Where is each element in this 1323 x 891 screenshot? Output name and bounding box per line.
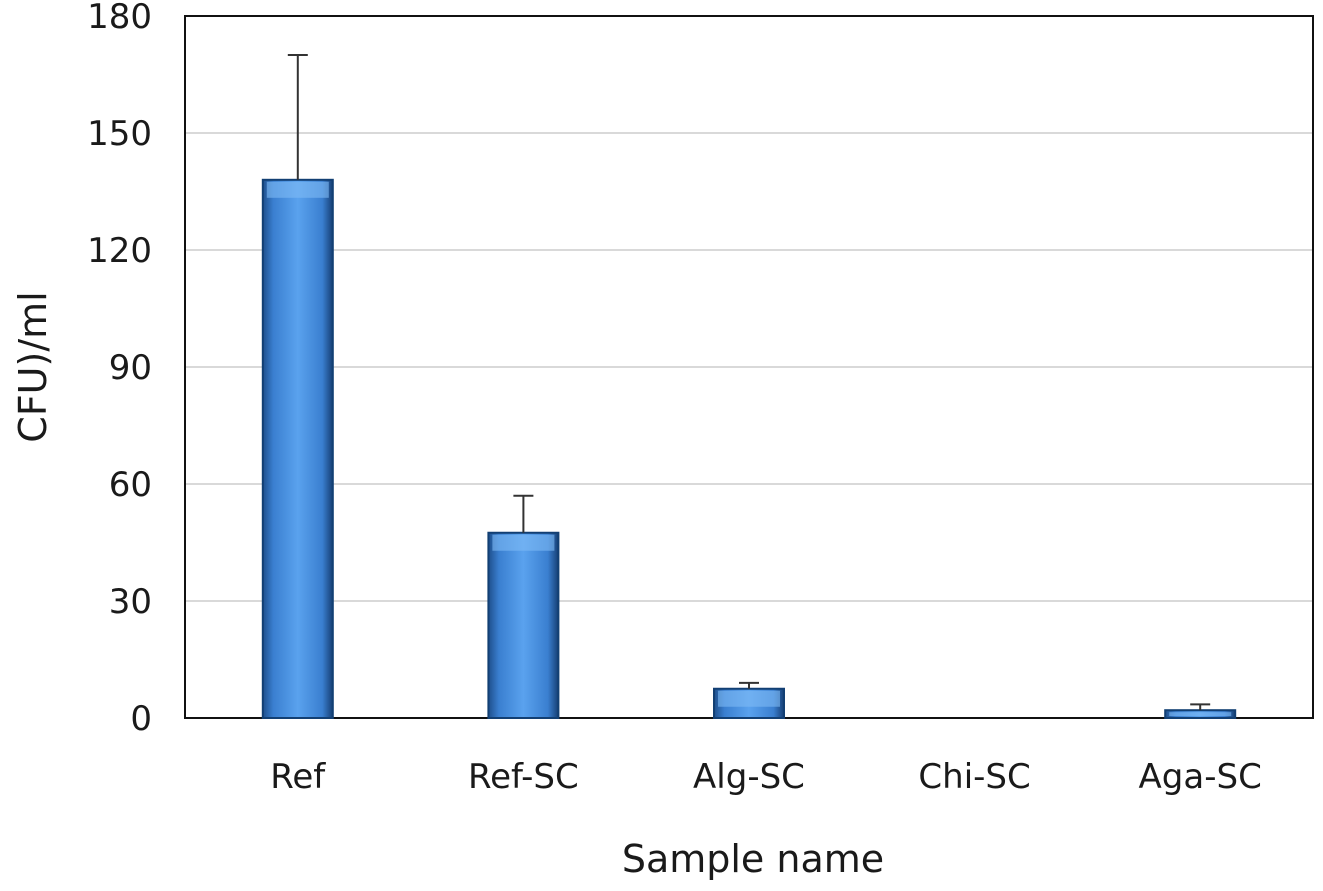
x-category-label: Alg-SC (693, 757, 805, 797)
x-category-label: Ref-SC (468, 757, 579, 797)
y-tick-label: 120 (87, 231, 152, 271)
x-category-label: Ref (270, 757, 326, 797)
x-category-label: Chi-SC (918, 757, 1030, 797)
error-bars (287, 54, 1211, 711)
x-axis-categories: Ref Ref-SC Alg-SC Chi-SC Aga-SC (270, 757, 1262, 797)
y-tick-label: 150 (87, 114, 152, 154)
y-axis-title: CFU)/ml (11, 291, 55, 442)
x-category-label: Aga-SC (1139, 757, 1262, 797)
y-axis-ticks: 0 30 60 90 120 150 180 (87, 0, 152, 739)
bar-bevel (1169, 712, 1232, 716)
y-tick-label: 0 (130, 699, 152, 739)
bar-bevel (266, 181, 329, 198)
bar-bevel (718, 690, 780, 707)
y-tick-label: 90 (109, 348, 152, 388)
y-tick-label: 180 (87, 0, 152, 37)
bars (261, 178, 1237, 720)
y-tick-label: 60 (109, 465, 152, 505)
bar-bevel (492, 534, 555, 551)
x-axis-title: Sample name (622, 837, 884, 881)
bar-ref (261, 178, 334, 720)
y-tick-label: 30 (109, 582, 152, 622)
gridlines (185, 132, 1313, 602)
bar-ref-sc (487, 531, 560, 719)
